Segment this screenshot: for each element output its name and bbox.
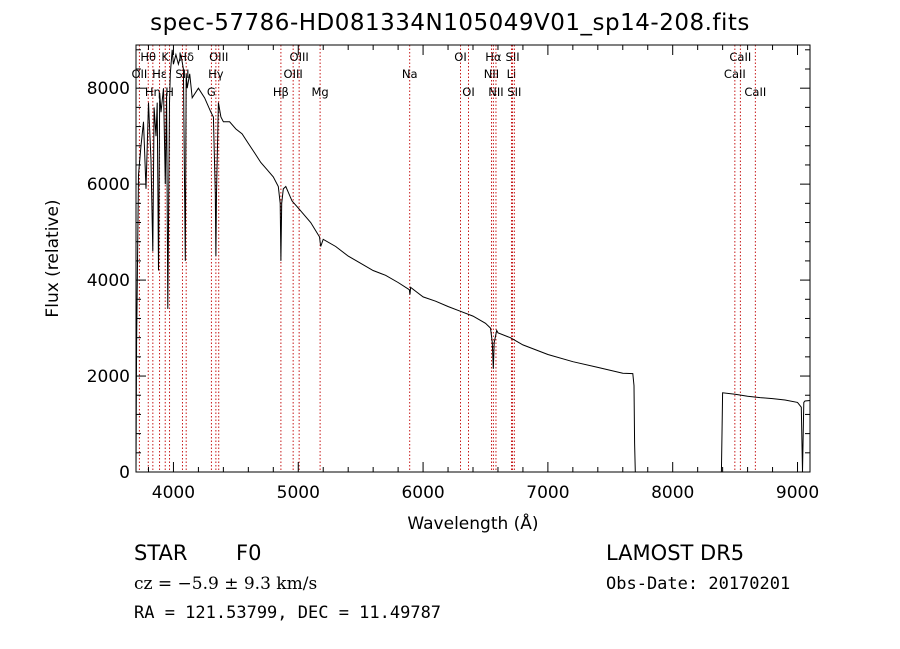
line-label-1: OII <box>131 67 147 81</box>
x-tick-label-7000: 7000 <box>526 483 569 503</box>
line-label-26: CaII <box>744 85 766 99</box>
line-label-19: NII <box>484 67 499 81</box>
line-label-9: OIII <box>209 50 228 64</box>
y-axis-label: Flux (relative) <box>43 199 63 317</box>
chart-title: spec-57786-HD081334N105049V01_sp14-208.f… <box>150 10 750 36</box>
y-tick-label-4000: 4000 <box>87 271 130 291</box>
survey-label: LAMOST DR5 <box>606 541 745 565</box>
line-label-17: OI <box>462 85 474 99</box>
line-label-23: SII <box>507 85 521 99</box>
coordinates-label: RA = 121.53799, DEC = 11.49787 <box>134 603 442 623</box>
subclass-label: F0 <box>236 541 262 565</box>
line-label-4: Hε <box>152 67 167 81</box>
line-label-12: OIII <box>290 50 309 64</box>
class-label: STAR <box>134 541 188 565</box>
line-label-11: Hβ <box>273 85 289 99</box>
line-label-20: NII <box>488 85 503 99</box>
line-label-10: Hγ <box>208 67 224 81</box>
line-label-22: Li <box>507 67 517 81</box>
line-label-21: SII <box>506 50 520 64</box>
y-tick-label-2000: 2000 <box>87 367 130 387</box>
x-tick-label-6000: 6000 <box>401 483 444 503</box>
y-tick-label-6000: 6000 <box>87 175 130 195</box>
line-label-13: OIII <box>284 67 303 81</box>
y-tick-label-0: 0 <box>119 463 130 483</box>
x-tick-label-8000: 8000 <box>651 483 694 503</box>
line-label-7: SII <box>175 67 189 81</box>
line-label-24: CaII <box>729 50 751 64</box>
line-label-2: Hη <box>145 85 161 99</box>
line-label-18: Hα <box>485 50 502 64</box>
y-tick-label-8000: 8000 <box>87 79 130 99</box>
line-label-15: Na <box>402 67 418 81</box>
line-label-16: OI <box>454 50 466 64</box>
line-label-3: K <box>161 50 169 64</box>
line-label-0: Hθ <box>140 50 156 64</box>
x-tick-label-5000: 5000 <box>277 483 320 503</box>
redshift-label: cz = −5.9 ± 9.3 km/s <box>134 574 318 594</box>
line-label-8: G <box>207 85 216 99</box>
x-axis-label: Wavelength (Å) <box>407 512 538 534</box>
line-label-25: CaII <box>724 67 746 81</box>
x-tick-label-4000: 4000 <box>152 483 195 503</box>
line-label-14: Mg <box>311 85 328 99</box>
plot-frame <box>135 44 811 473</box>
x-tick-label-9000: 9000 <box>776 483 819 503</box>
spectrum-series-0 <box>135 49 811 473</box>
obs-date-label: Obs-Date: 20170201 <box>606 574 791 594</box>
